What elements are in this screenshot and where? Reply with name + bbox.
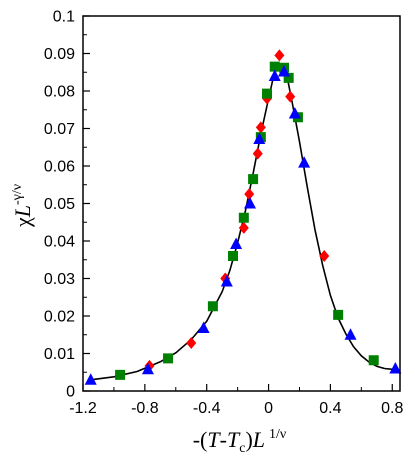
data-point-triangle bbox=[253, 132, 266, 144]
markers-layer bbox=[84, 49, 402, 385]
y-tick-label: 0.1 bbox=[53, 9, 75, 26]
y-tick-label: 0.07 bbox=[44, 121, 75, 138]
data-point-triangle bbox=[268, 69, 281, 81]
y-tick-label: 0.08 bbox=[44, 84, 75, 101]
x-tick-label: 0.4 bbox=[319, 400, 341, 417]
data-point-diamond bbox=[186, 337, 197, 349]
data-point-triangle bbox=[220, 275, 233, 287]
data-point-triangle bbox=[288, 107, 301, 119]
data-point-square bbox=[207, 301, 218, 312]
y-tick-label: 0.04 bbox=[44, 234, 75, 251]
data-point-triangle bbox=[278, 65, 291, 77]
data-point-square bbox=[163, 353, 174, 364]
tick-labels-layer: -1.2 -0.8 -0.4 0 0.4 0.8 0 0.01 0.02 0.03 0.04 0.05… bbox=[44, 9, 404, 418]
data-point-square bbox=[283, 72, 294, 83]
data-point-triangle bbox=[141, 362, 154, 375]
x-label-var1: T bbox=[207, 427, 221, 452]
data-point-square bbox=[333, 309, 344, 320]
x-label-prefix: -( bbox=[193, 427, 208, 452]
data-point-triangle bbox=[244, 197, 257, 209]
y-tick-label: 0.03 bbox=[44, 271, 75, 288]
data-point-triangle bbox=[298, 156, 311, 168]
data-point-square bbox=[269, 61, 280, 72]
x-tick-label: -1.2 bbox=[69, 400, 97, 417]
data-point-diamond bbox=[238, 221, 249, 234]
data-point-triangle bbox=[344, 328, 357, 340]
data-point-diamond bbox=[255, 121, 266, 134]
data-point-triangle bbox=[389, 362, 402, 374]
data-point-square bbox=[115, 369, 126, 380]
data-point-diamond bbox=[252, 147, 263, 160]
y-tick-label: 0.02 bbox=[44, 309, 75, 326]
data-point-diamond bbox=[274, 49, 285, 62]
plot-frame bbox=[82, 15, 401, 392]
x-label-sub: c bbox=[239, 441, 245, 456]
y-label-sup: -γ/ν bbox=[10, 184, 25, 205]
y-axis-label: χL-γ/ν bbox=[10, 184, 35, 228]
x-tick-label: 0 bbox=[264, 400, 273, 417]
y-tick-label: 0 bbox=[66, 384, 75, 401]
y-tick-label: 0.06 bbox=[44, 159, 75, 176]
data-point-square bbox=[262, 88, 273, 99]
x-label-sup: 1/ν bbox=[269, 427, 286, 442]
y-label-base: χ bbox=[10, 217, 35, 228]
data-point-diamond bbox=[285, 90, 296, 103]
x-tick-label: -0.8 bbox=[131, 400, 159, 417]
data-point-square bbox=[227, 251, 238, 261]
x-tick-label: -0.4 bbox=[193, 400, 221, 417]
y-tick-label: 0.09 bbox=[44, 46, 75, 63]
data-point-square bbox=[248, 174, 259, 185]
x-label-close: ) bbox=[245, 427, 252, 452]
data-point-triangle bbox=[230, 237, 243, 249]
x-label-var3: L bbox=[252, 427, 265, 452]
y-label-var: L bbox=[10, 205, 35, 218]
x-axis-label: -(T-Tc)L 1/ν bbox=[193, 427, 287, 456]
data-point-diamond bbox=[244, 188, 255, 201]
data-point-square bbox=[368, 355, 379, 366]
data-point-diamond bbox=[319, 250, 330, 262]
y-tick-label: 0.01 bbox=[44, 346, 75, 363]
data-point-triangle bbox=[84, 373, 97, 385]
data-point-square bbox=[238, 212, 249, 223]
x-label-mid: - bbox=[220, 427, 227, 452]
y-tick-label: 0.05 bbox=[44, 196, 75, 213]
x-label-var2: T bbox=[227, 427, 241, 452]
x-tick-label: 0.8 bbox=[381, 400, 403, 417]
data-point-triangle bbox=[197, 321, 210, 333]
